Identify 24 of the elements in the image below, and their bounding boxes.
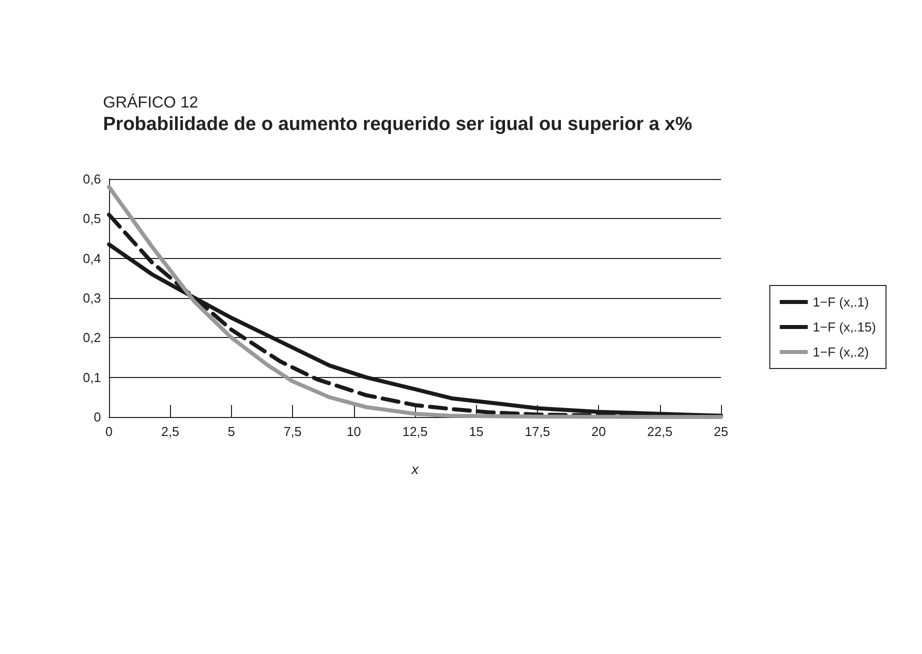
x-tick-label: 20 [591,424,606,439]
legend-label: 1−F (x,.1) [812,294,869,310]
y-tick-label: 0,3 [82,290,101,306]
x-axis-title: x [410,461,420,477]
x-tick-label: 22,5 [647,424,672,439]
x-tick-label: 2,5 [161,424,180,439]
x-tick-label: 7,5 [284,424,302,439]
y-tick-label: 0,2 [82,330,101,346]
x-tick-label: 0 [105,424,113,439]
x-tick-label: 25 [714,424,728,439]
x-tick-label: 17,5 [524,424,550,439]
x-tick-label: 10 [346,424,362,439]
y-tick-label: 0,1 [82,370,101,385]
y-tick-label: 0,4 [82,250,101,266]
x-tick-label: 12,5 [402,424,428,439]
legend-label: 1−F (x,.15) [812,320,876,334]
legend-label: 1−F (x,.2) [812,344,869,360]
x-tick-label: 15 [468,424,484,439]
y-tick-label: 0,5 [82,211,101,226]
chart-title: Probabilidade de o aumento requerido ser igual ou superior a x% [103,114,692,135]
chart-subtitle: GRÁFICO 12 [103,94,198,112]
y-tick-label: 0 [94,410,101,424]
y-tick-label: 0,6 [82,172,101,186]
x-tick-label: 5 [228,424,236,439]
